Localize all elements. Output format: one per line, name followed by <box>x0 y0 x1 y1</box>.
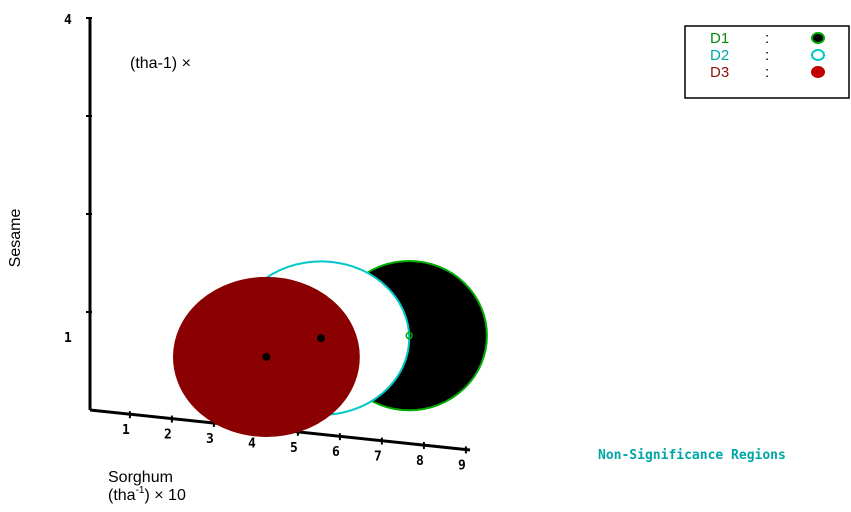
x-axis-unit-label: (tha-1) × 10 <box>108 485 186 504</box>
legend-marker-d2 <box>811 49 825 61</box>
y-ticks: 14 <box>64 13 92 346</box>
significance-regions <box>173 260 488 437</box>
x-axis-title: Sorghum <box>108 469 173 486</box>
x-tick-label: 2 <box>164 428 172 443</box>
x-tick-label: 6 <box>332 445 340 460</box>
x-tick-label: 9 <box>458 458 466 473</box>
x-tick-label: 5 <box>290 441 298 456</box>
legend-items: D1: D2: D3: <box>710 30 825 81</box>
chart-title: Non-Significance Regions <box>598 448 786 463</box>
legend-label-d3: D3 <box>710 64 729 81</box>
legend: D1: D2: D3: <box>684 25 850 99</box>
legend-marker-d1 <box>811 32 825 44</box>
center-point-d2 <box>317 334 325 343</box>
y-tick-label: 4 <box>64 13 72 28</box>
x-tick-label: 4 <box>248 436 256 451</box>
legend-separator: : <box>765 30 769 47</box>
x-tick-label: 8 <box>416 454 424 469</box>
x-tick-label: 3 <box>206 432 214 447</box>
legend-marker-d3 <box>811 66 825 78</box>
center-point-d3 <box>262 352 271 361</box>
x-tick-label: 1 <box>122 423 130 438</box>
y-axis-title: Sesame <box>7 209 24 268</box>
x-unit-base: (tha <box>108 487 136 504</box>
x-unit-superscript: -1 <box>136 485 145 496</box>
x-tick-label: 7 <box>374 450 382 465</box>
legend-label-d1: D1 <box>710 30 729 47</box>
y-tick-label: 1 <box>64 331 72 346</box>
x-unit-rest: ) × 10 <box>144 487 185 504</box>
legend-separator: : <box>765 64 769 81</box>
y-axis-unit-label: (tha-1) × <box>130 55 191 72</box>
legend-label-d2: D2 <box>710 47 729 64</box>
center-point-d1 <box>405 331 413 340</box>
legend-separator: : <box>765 47 769 64</box>
